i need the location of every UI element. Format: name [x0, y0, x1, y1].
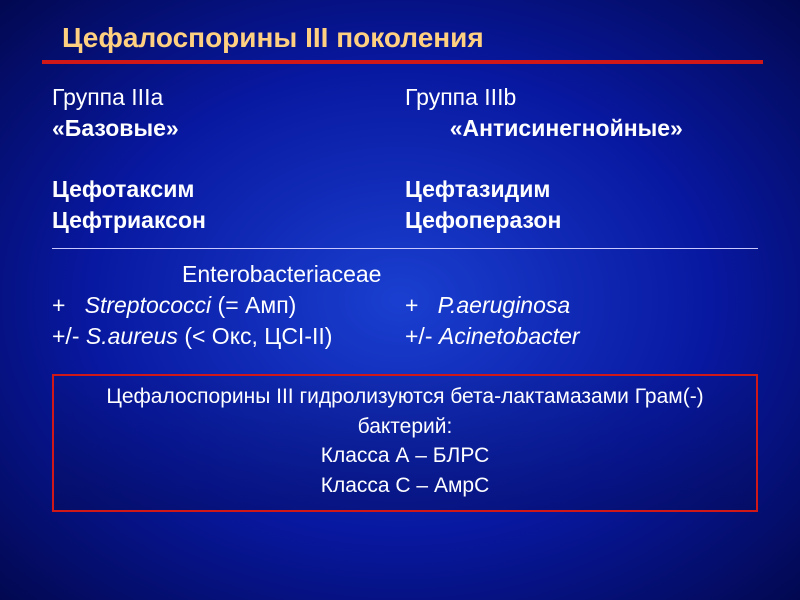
slide-title: Цефалоспорины III поколения: [62, 22, 758, 54]
divider-line: [52, 248, 758, 249]
suffix: (= Амп): [211, 292, 296, 318]
organism: P.aeruginosa: [438, 292, 571, 318]
group-columns: Группа IIIa «Базовые» Цефотаксим Цефтриа…: [52, 82, 758, 236]
title-underline: [42, 60, 763, 64]
column-left: Группа IIIa «Базовые» Цефотаксим Цефтриа…: [52, 82, 405, 236]
hydrolysis-box: Цефалоспорины III гидролизуются бета-лак…: [52, 374, 758, 512]
hydrolysis-intro: Цефалоспорины III гидролизуются бета-лак…: [64, 382, 746, 441]
spacer: [405, 144, 758, 174]
hydrolysis-class-c: Класса С – АмрС: [64, 471, 746, 500]
drug-ceftazidime: Цефтазидим: [405, 174, 758, 205]
drug-cefotaxime: Цефотаксим: [52, 174, 405, 205]
drug-ceftriaxone: Цефтриаксон: [52, 205, 405, 236]
prefix: +/-: [52, 323, 86, 349]
spectrum-left: + Streptococci (= Амп) +/- S.aureus (< О…: [52, 290, 405, 352]
spectrum-strep: + Streptococci (= Амп): [52, 290, 405, 321]
group-b-label: «Антисинегнойные»: [405, 113, 758, 144]
spectrum-header: Enterobacteriaceae: [52, 259, 758, 290]
spectrum-pseudomonas: + P.aeruginosa: [405, 290, 758, 321]
prefix: +: [405, 292, 438, 318]
organism: Streptococci: [85, 292, 212, 318]
spectrum-saureus: +/- S.aureus (< Окс, ЦСI-II): [52, 321, 405, 352]
column-right: Группа IIIb «Антисинегнойные» Цефтазидим…: [405, 82, 758, 236]
slide: Цефалоспорины III поколения Группа IIIa …: [0, 0, 800, 532]
group-a-label: «Базовые»: [52, 113, 405, 144]
organism: S.aureus: [86, 323, 178, 349]
spacer: [52, 144, 405, 174]
spectrum-acinetobacter: +/- Acinetobacter: [405, 321, 758, 352]
group-b-header: Группа IIIb: [405, 82, 758, 113]
drug-cefoperazone: Цефоперазон: [405, 205, 758, 236]
hydrolysis-class-a: Класса А – БЛРС: [64, 441, 746, 470]
organism: Acinetobacter: [439, 323, 580, 349]
spectrum-right: + P.aeruginosa +/- Acinetobacter: [405, 290, 758, 352]
prefix: +: [52, 292, 85, 318]
prefix: +/-: [405, 323, 439, 349]
group-a-header: Группа IIIa: [52, 82, 405, 113]
suffix: (< Окс, ЦСI-II): [178, 323, 332, 349]
spectrum-columns: + Streptococci (= Амп) +/- S.aureus (< О…: [52, 290, 758, 352]
